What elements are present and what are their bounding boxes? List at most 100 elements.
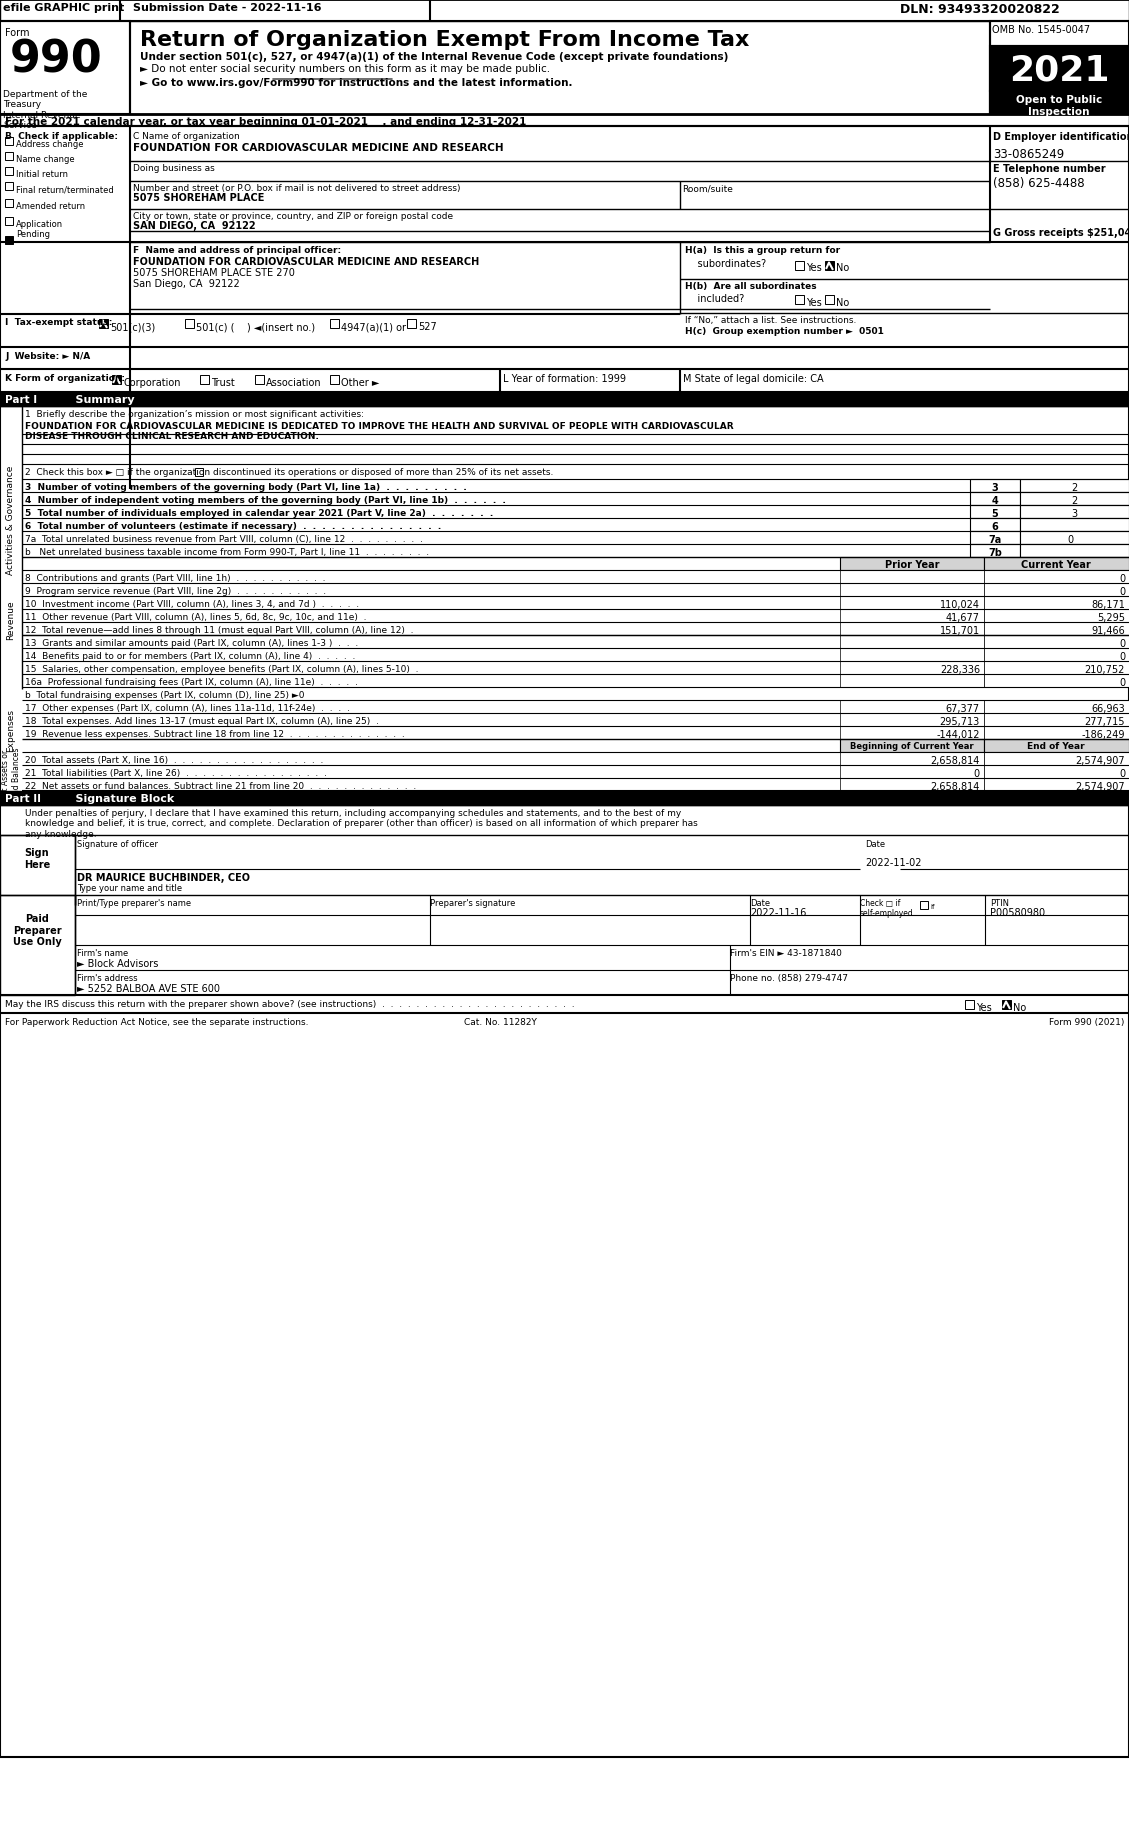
Text: H(a)  Is this a group return for: H(a) Is this a group return for — [685, 245, 840, 254]
Bar — [1019, 479, 1129, 492]
Bar — [840, 714, 984, 727]
Text: J  Website: ► N/A: J Website: ► N/A — [5, 351, 90, 361]
Text: Yes: Yes — [975, 1003, 991, 1012]
Text: M State of legal domicile: CA: M State of legal domicile: CA — [683, 373, 824, 384]
Bar — [970, 479, 1019, 492]
Text: 2: 2 — [1071, 483, 1077, 492]
Bar — [840, 609, 984, 622]
Text: B  Check if applicable:: B Check if applicable: — [5, 132, 119, 141]
Text: 41,677: 41,677 — [946, 613, 980, 622]
Text: DLN: 93493320020822: DLN: 93493320020822 — [900, 4, 1060, 16]
Bar — [840, 648, 984, 662]
Text: H(b)  Are all subordinates: H(b) Are all subordinates — [685, 282, 816, 291]
Bar — [984, 558, 1129, 571]
Bar — [99, 320, 108, 329]
Bar — [970, 492, 1019, 505]
Text: 17  Other expenses (Part IX, column (A), lines 11a-11d, 11f-24e)  .  .  .  .: 17 Other expenses (Part IX, column (A), … — [25, 703, 350, 712]
Bar — [0, 0, 1129, 22]
Text: 3  Number of voting members of the governing body (Part VI, line 1a)  .  .  .  .: 3 Number of voting members of the govern… — [25, 483, 466, 492]
Text: If “No,” attach a list. See instructions.: If “No,” attach a list. See instructions… — [685, 317, 857, 324]
Text: 3: 3 — [1071, 509, 1077, 518]
Text: 210,752: 210,752 — [1085, 664, 1124, 675]
Text: For Paperwork Reduction Act Notice, see the separate instructions.: For Paperwork Reduction Act Notice, see … — [5, 1017, 308, 1027]
Bar — [330, 320, 339, 329]
Bar — [984, 714, 1129, 727]
Text: 2,574,907: 2,574,907 — [1076, 756, 1124, 765]
Text: C Name of organization: C Name of organization — [133, 132, 239, 141]
Text: 110,024: 110,024 — [940, 600, 980, 609]
Bar — [990, 48, 1129, 92]
Text: City or town, state or province, country, and ZIP or foreign postal code: City or town, state or province, country… — [133, 212, 453, 221]
Text: Yes: Yes — [806, 298, 822, 307]
Bar — [0, 126, 1129, 1757]
Bar — [0, 22, 130, 115]
Text: 0: 0 — [1119, 639, 1124, 648]
Text: 19  Revenue less expenses. Subtract line 18 from line 12  .  .  .  .  .  .  .  .: 19 Revenue less expenses. Subtract line … — [25, 730, 405, 739]
Bar — [195, 468, 203, 478]
Text: Number and street (or P.O. box if mail is not delivered to street address): Number and street (or P.O. box if mail i… — [133, 183, 461, 192]
Bar — [970, 533, 1019, 545]
Text: For the 2021 calendar year, or tax year beginning 01-01-2021    , and ending 12-: For the 2021 calendar year, or tax year … — [5, 117, 526, 126]
Bar — [840, 701, 984, 714]
Bar — [840, 778, 984, 792]
Text: 2022-11-02: 2022-11-02 — [865, 858, 921, 867]
Bar — [0, 792, 1129, 805]
Bar — [840, 584, 984, 597]
Text: Summary: Summary — [60, 395, 134, 404]
Bar — [200, 375, 209, 384]
Bar — [840, 739, 984, 752]
Text: 5,295: 5,295 — [1097, 613, 1124, 622]
Text: b  Total fundraising expenses (Part IX, column (D), line 25) ►0: b Total fundraising expenses (Part IX, c… — [25, 690, 305, 699]
Text: subordinates?: subordinates? — [685, 258, 767, 269]
Text: ► Do not enter social security numbers on this form as it may be made public.: ► Do not enter social security numbers o… — [140, 64, 550, 73]
Text: 67,377: 67,377 — [946, 703, 980, 714]
Bar — [984, 662, 1129, 675]
Text: 2: 2 — [1071, 496, 1077, 505]
Bar — [1019, 518, 1129, 533]
Text: 527: 527 — [418, 322, 437, 331]
Text: 0: 0 — [1119, 651, 1124, 662]
Text: -186,249: -186,249 — [1082, 730, 1124, 739]
Text: 3: 3 — [991, 483, 998, 492]
Text: Amended return: Amended return — [16, 201, 85, 210]
Bar — [984, 584, 1129, 597]
Bar — [0, 115, 1129, 126]
Text: San Diego, CA  92122: San Diego, CA 92122 — [133, 278, 239, 289]
Bar — [5, 218, 14, 225]
Bar — [984, 727, 1129, 739]
Text: 0: 0 — [1119, 677, 1124, 688]
Text: Date: Date — [750, 899, 770, 908]
Text: Date: Date — [865, 840, 885, 849]
Text: 5  Total number of individuals employed in calendar year 2021 (Part V, line 2a) : 5 Total number of individuals employed i… — [25, 509, 493, 518]
Bar — [840, 558, 984, 571]
Text: 295,713: 295,713 — [939, 717, 980, 727]
Text: Corporation: Corporation — [123, 377, 181, 388]
Text: if: if — [930, 904, 935, 910]
Text: 990: 990 — [10, 38, 103, 81]
Bar — [5, 236, 14, 245]
Bar — [840, 752, 984, 765]
Bar — [965, 1001, 974, 1010]
Bar — [984, 609, 1129, 622]
Bar — [984, 701, 1129, 714]
Text: Part II: Part II — [5, 794, 41, 803]
Bar — [840, 635, 984, 648]
Text: Address change: Address change — [16, 139, 84, 148]
Text: 2  Check this box ► □ if the organization discontinued its operations or dispose: 2 Check this box ► □ if the organization… — [25, 468, 553, 478]
Text: Association: Association — [266, 377, 322, 388]
Text: Cat. No. 11282Y: Cat. No. 11282Y — [464, 1017, 536, 1027]
Text: ► 5252 BALBOA AVE STE 600: ► 5252 BALBOA AVE STE 600 — [77, 983, 220, 994]
Text: 2,658,814: 2,658,814 — [930, 756, 980, 765]
Bar — [1003, 1001, 1010, 1010]
Text: Signature of officer: Signature of officer — [77, 840, 158, 849]
Bar — [5, 168, 14, 176]
Text: 7b: 7b — [988, 547, 1001, 558]
Bar — [330, 375, 339, 384]
Text: 151,701: 151,701 — [939, 626, 980, 635]
Text: Application
Pending: Application Pending — [16, 220, 63, 240]
Bar — [920, 902, 928, 910]
Bar — [1019, 505, 1129, 518]
Text: Preparer's signature: Preparer's signature — [430, 899, 515, 908]
Bar — [5, 154, 14, 161]
Text: I  Tax-exempt status:: I Tax-exempt status: — [5, 318, 113, 328]
